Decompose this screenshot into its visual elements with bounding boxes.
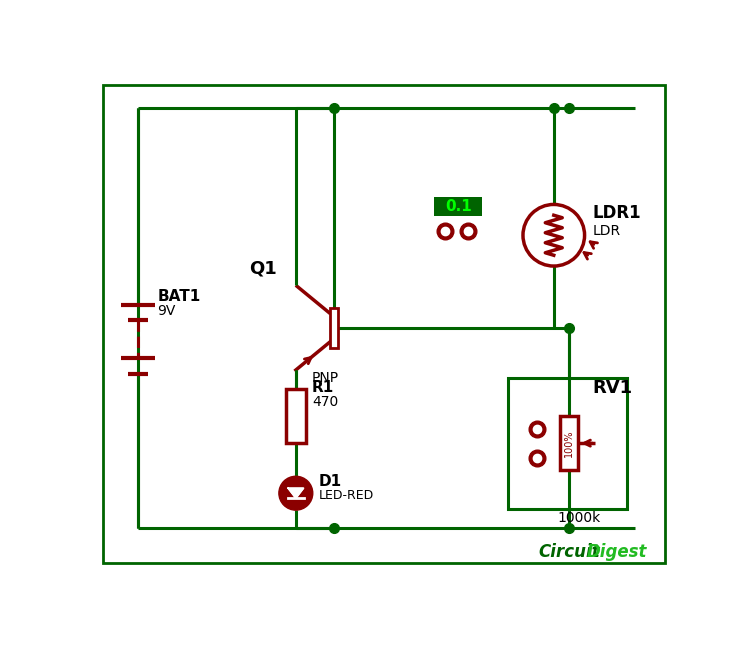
Text: LDR: LDR [592,224,620,238]
Text: D1: D1 [319,473,342,488]
Bar [508,378,627,509]
Circle shape [523,204,584,266]
Text: LED-RED: LED-RED [319,490,374,502]
Text: BAT1: BAT1 [158,289,200,304]
Bar [560,416,578,470]
Text: 1000k: 1000k [557,511,601,526]
Text: LDR1: LDR1 [592,204,641,223]
Text: 470: 470 [312,395,338,409]
Text: 100%: 100% [564,430,574,457]
Text: 9V: 9V [158,304,176,317]
Text: Digest: Digest [587,543,647,561]
Text: 0.1: 0.1 [445,199,472,214]
Polygon shape [288,488,304,498]
Text: Q1: Q1 [250,260,278,278]
Bar [434,197,482,216]
Text: R1: R1 [312,381,334,395]
Bar [331,308,338,348]
Circle shape [279,476,313,510]
Bar [286,389,306,443]
Text: RV1: RV1 [592,379,632,397]
Text: Circuit: Circuit [538,543,600,561]
Text: PNP: PNP [311,370,338,384]
